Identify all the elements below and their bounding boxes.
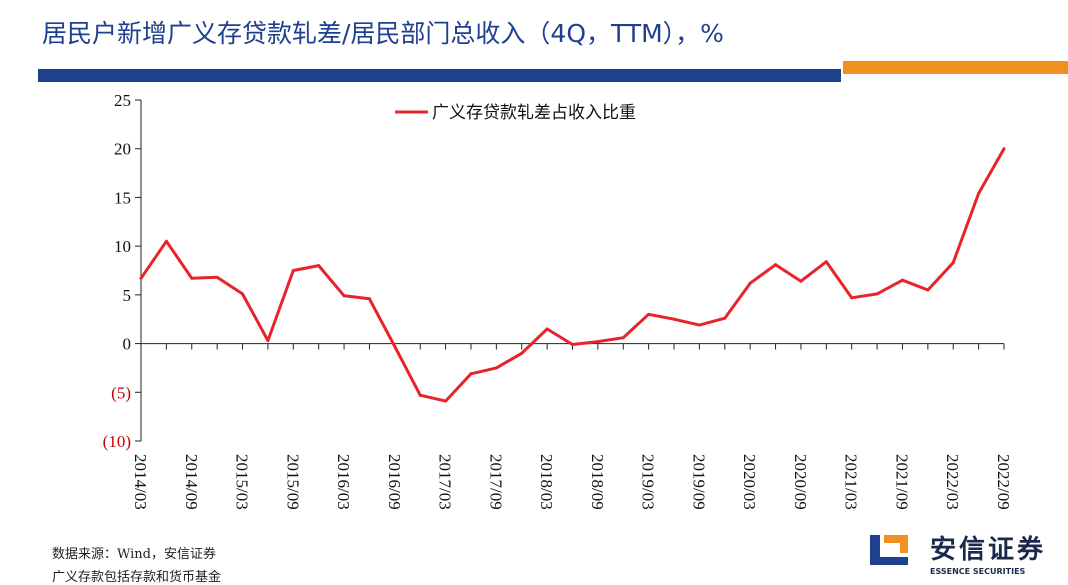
data-point [215, 275, 219, 279]
data-point [139, 276, 143, 280]
x-tick-label: 2015/09 [283, 454, 302, 510]
y-tick-label: 20 [114, 140, 131, 159]
data-point [241, 292, 245, 296]
x-tick-label: 2021/03 [842, 454, 861, 510]
x-tick-label: 2018/03 [537, 454, 556, 510]
x-tick-label: 2019/09 [689, 454, 708, 510]
x-tick-label: 2017/09 [486, 454, 505, 510]
x-tick-label: 2015/03 [233, 454, 252, 510]
data-point [748, 281, 752, 285]
data-point [545, 327, 549, 331]
data-point [444, 399, 448, 403]
definition-note: 广义存款包括存款和货币基金 [52, 570, 222, 585]
y-tick-label: 10 [114, 237, 131, 256]
data-point [951, 261, 955, 265]
data-point [977, 192, 981, 196]
data-point [494, 366, 498, 370]
data-point [266, 339, 270, 343]
logo-mark-icon [870, 535, 908, 565]
x-tick-label: 2020/09 [791, 454, 810, 510]
data-point [164, 239, 168, 243]
data-point [672, 317, 676, 321]
x-tick-label: 2022/09 [994, 454, 1013, 510]
legend-label: 广义存贷款轧差占收入比重 [432, 103, 636, 123]
data-point [418, 393, 422, 397]
data-point [190, 276, 194, 280]
header-blue-bar [38, 69, 841, 82]
y-tick-label: 25 [114, 91, 131, 110]
x-tick-label: 2014/09 [182, 454, 201, 510]
y-tick-label: (10) [103, 432, 131, 451]
data-point [774, 263, 778, 267]
page-title: 居民户新增广义存贷款轧差/居民部门总收入（4Q，TTM），% [42, 19, 724, 48]
data-point [291, 269, 295, 272]
data-point [571, 343, 574, 347]
x-tick-label: 2016/03 [334, 454, 353, 510]
y-tick-label: 0 [123, 335, 132, 354]
data-point [1002, 147, 1006, 151]
data-point [799, 279, 803, 283]
data-point [393, 344, 397, 348]
data-point [317, 264, 321, 268]
y-tick-label: 5 [123, 286, 132, 305]
x-tick-label: 2020/03 [740, 454, 759, 510]
data-point [342, 294, 346, 298]
series-line [139, 147, 1006, 403]
data-point [469, 372, 473, 376]
y-tick-label: (5) [111, 383, 131, 402]
x-tick-label: 2022/03 [943, 454, 962, 510]
data-point [850, 296, 854, 300]
data-point [697, 323, 701, 327]
x-tick-label: 2014/03 [131, 454, 150, 510]
data-point [520, 351, 524, 355]
data-point [647, 312, 651, 316]
data-point [367, 297, 371, 301]
data-point [875, 292, 879, 296]
data-point [824, 260, 828, 264]
data-point [723, 316, 727, 320]
x-tick-label: 2021/09 [892, 454, 911, 510]
x-tick-label: 2018/09 [588, 454, 607, 510]
source-note: 数据来源：Wind，安信证券 [52, 547, 216, 562]
y-tick-label: 15 [114, 188, 131, 207]
logo-name-en: ESSENCE SECURITIES [930, 567, 1026, 576]
header-orange-bar [843, 61, 1068, 74]
x-tick-label: 2019/03 [639, 454, 658, 510]
x-tick-label: 2016/09 [385, 454, 404, 510]
company-logo: 安信证券 ESSENCE SECURITIES [868, 527, 1058, 579]
data-point [596, 340, 600, 344]
data-point [926, 288, 930, 292]
data-point [900, 278, 904, 282]
data-point [621, 336, 625, 340]
x-tick-label: 2017/03 [436, 454, 455, 510]
logo-name-cn: 安信证券 [930, 535, 1047, 565]
